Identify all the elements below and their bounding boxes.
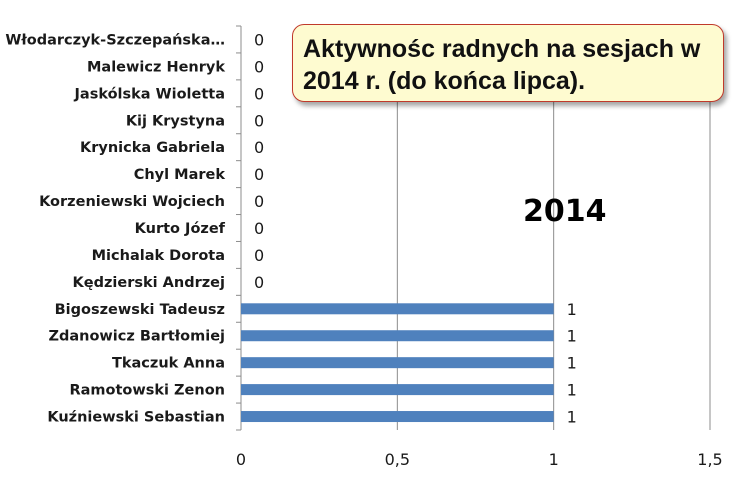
value-label: 0 [254,111,264,130]
bar [241,357,554,369]
chart-title-box: Aktywnośc radnych na sesjach w 2014 r. (… [292,24,724,102]
value-label: 1 [567,354,577,373]
category-label: Chyl Marek [134,167,226,183]
bar [241,384,554,396]
year-annotation: 2014 [523,194,607,229]
bar [241,411,554,423]
value-label: 0 [254,57,264,76]
category-label: Kędzierski Andrzej [73,275,225,291]
category-label: Tkaczuk Anna [112,356,225,372]
bar [241,303,554,315]
category-label: Ramotowski Zenon [69,383,225,399]
category-label: Korzeniewski Wojciech [39,194,225,210]
category-label: Michalak Dorota [92,248,225,264]
category-label: Zdanowicz Bartłomiej [48,329,225,345]
category-label: Kurto Józef [135,221,226,237]
category-label: Malewicz Henryk [87,59,225,75]
category-label: Bigoszewski Tadeusz [55,302,225,318]
category-label: Jaskólska Wioletta [74,86,225,102]
value-label: 0 [254,84,264,103]
value-label: 0 [254,192,264,211]
value-label: 0 [254,138,264,157]
value-label: 0 [254,246,264,265]
x-tick-label: 0 [236,450,246,469]
x-tick-label: 1,5 [697,450,722,469]
x-tick-label: 1 [549,450,559,469]
category-label: Kuźniewski Sebastian [47,410,225,426]
bar [241,330,554,342]
value-label: 0 [254,30,264,49]
x-tick-label: 0,5 [385,450,410,469]
category-label: Kij Krystyna [126,113,225,129]
value-label: 0 [254,219,264,238]
value-label: 1 [567,300,577,319]
category-label: Włodarczyk-Szczepańska… [5,32,225,48]
value-label: 1 [567,381,577,400]
value-label: 0 [254,165,264,184]
chart-title: Aktywnośc radnych na sesjach w 2014 r. (… [303,35,701,95]
category-label: Krynicka Gabriela [80,140,225,156]
value-label: 1 [567,408,577,427]
value-label: 1 [567,327,577,346]
value-label: 0 [254,273,264,292]
